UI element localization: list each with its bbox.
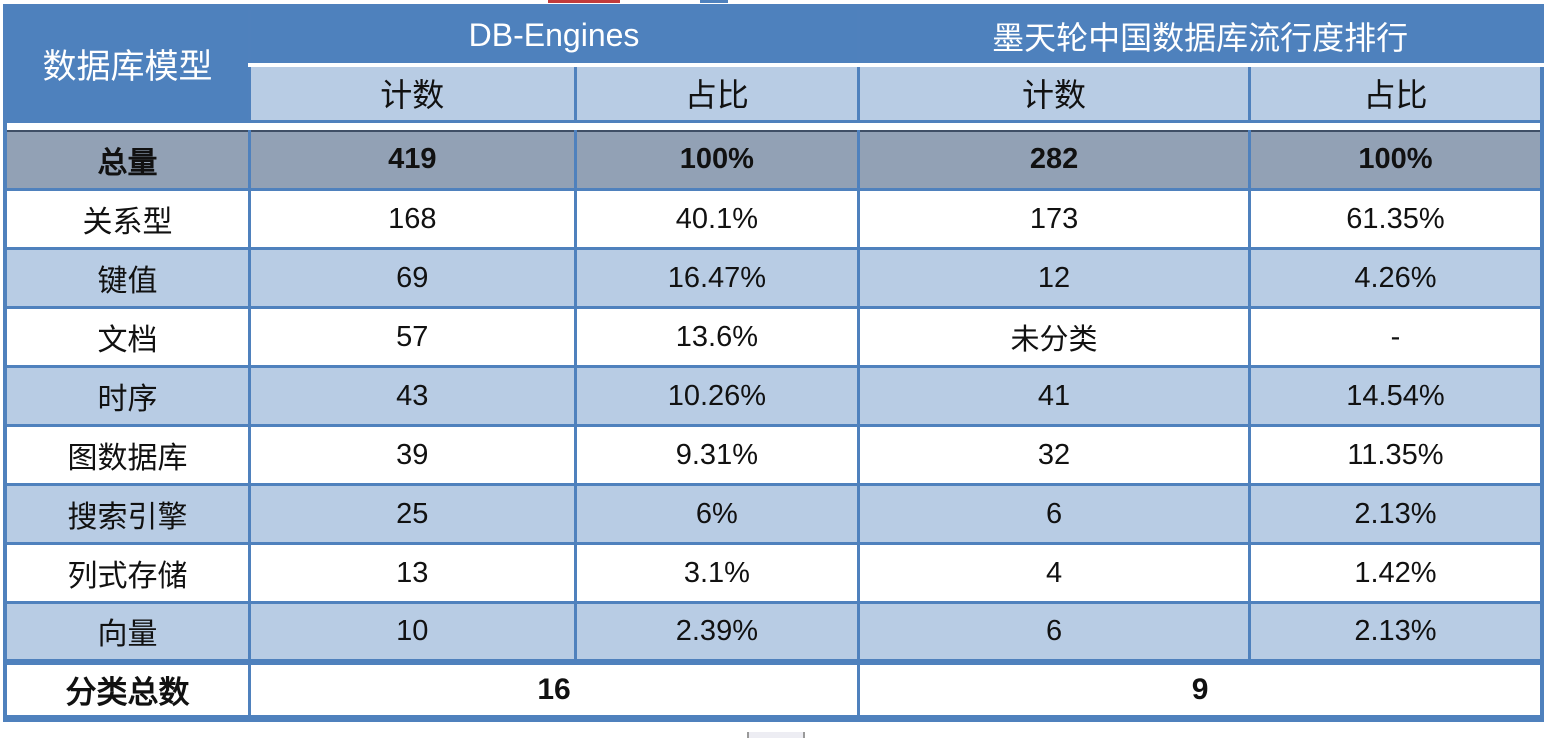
- subheader-share-motianlun: 占比: [1247, 63, 1544, 123]
- category-count-motianlun: 9: [857, 658, 1544, 720]
- header-body-gap: [5, 121, 1542, 131]
- cell-value: 9.31%: [573, 424, 861, 486]
- cell-value: 4.26%: [1247, 247, 1544, 309]
- table-row-time-series: 时序 43 10.26% 41 14.54%: [3, 365, 1544, 427]
- table-row-category-totals: 分类总数 16 9: [3, 658, 1544, 720]
- row-label: 图数据库: [3, 424, 251, 486]
- table-row-search-engine: 搜索引擎 25 6% 6 2.13%: [3, 483, 1544, 545]
- row-label: 列式存储: [3, 542, 251, 604]
- cell-value: 13.6%: [573, 306, 861, 368]
- cropped-text-fragment-red: [548, 0, 620, 3]
- corner-header-database-model: 数据库模型: [3, 4, 251, 123]
- cell-value: 282: [857, 129, 1251, 191]
- cropped-text-fragment-blue: [700, 0, 728, 3]
- table-row-document: 文档 57 13.6% 未分类 -: [3, 306, 1544, 368]
- cell-value: 6: [857, 483, 1251, 545]
- cell-value: 100%: [573, 129, 861, 191]
- cell-value: 3.1%: [573, 542, 861, 604]
- table-row-total: 总量 419 100% 282 100%: [3, 129, 1544, 191]
- database-model-comparison-table: 数据库模型 DB-Engines 墨天轮中国数据库流行度排行 计数 占比 计数 …: [3, 4, 1544, 722]
- cell-value: 10.26%: [573, 365, 861, 427]
- cell-value: 6: [857, 601, 1251, 663]
- cropped-scrollbar-fragment: [747, 732, 805, 738]
- row-label: 文档: [3, 306, 251, 368]
- cell-value: 69: [247, 247, 577, 309]
- cell-value: 40.1%: [573, 188, 861, 250]
- category-count-db-engines: 16: [247, 658, 861, 720]
- cell-value: 419: [247, 129, 577, 191]
- group-header-db-engines: DB-Engines: [247, 4, 861, 67]
- subheader-share-db-engines: 占比: [573, 63, 861, 123]
- cell-value: 14.54%: [1247, 365, 1544, 427]
- cell-value: 25: [247, 483, 577, 545]
- cell-value: 13: [247, 542, 577, 604]
- table-row-vector: 向量 10 2.39% 6 2.13%: [3, 601, 1544, 663]
- cell-value: 100%: [1247, 129, 1544, 191]
- subheader-count-db-engines: 计数: [247, 63, 577, 123]
- row-label: 键值: [3, 247, 251, 309]
- cell-value: -: [1247, 306, 1544, 368]
- row-label: 总量: [3, 129, 251, 191]
- cell-value: 61.35%: [1247, 188, 1544, 250]
- cell-value: 39: [247, 424, 577, 486]
- cell-value: 16.47%: [573, 247, 861, 309]
- table-row-wide-column: 列式存储 13 3.1% 4 1.42%: [3, 542, 1544, 604]
- cell-value: 12: [857, 247, 1251, 309]
- subheader-count-motianlun: 计数: [857, 63, 1251, 123]
- table-row-key-value: 键值 69 16.47% 12 4.26%: [3, 247, 1544, 309]
- row-label: 关系型: [3, 188, 251, 250]
- cell-value: 43: [247, 365, 577, 427]
- cell-value: 1.42%: [1247, 542, 1544, 604]
- cell-value: 6%: [573, 483, 861, 545]
- cell-value: 2.39%: [573, 601, 861, 663]
- cell-value: 未分类: [857, 306, 1251, 368]
- cell-value: 173: [857, 188, 1251, 250]
- cell-value: 11.35%: [1247, 424, 1544, 486]
- table-row-graph: 图数据库 39 9.31% 32 11.35%: [3, 424, 1544, 486]
- row-label: 向量: [3, 601, 251, 663]
- group-header-motianlun: 墨天轮中国数据库流行度排行: [857, 4, 1544, 67]
- row-label: 分类总数: [3, 658, 251, 720]
- cell-value: 10: [247, 601, 577, 663]
- cell-value: 4: [857, 542, 1251, 604]
- cell-value: 168: [247, 188, 577, 250]
- cell-value: 2.13%: [1247, 601, 1544, 663]
- cell-value: 57: [247, 306, 577, 368]
- row-label: 时序: [3, 365, 251, 427]
- cell-value: 2.13%: [1247, 483, 1544, 545]
- row-label: 搜索引擎: [3, 483, 251, 545]
- cell-value: 41: [857, 365, 1251, 427]
- table-row-relational: 关系型 168 40.1% 173 61.35%: [3, 188, 1544, 250]
- cell-value: 32: [857, 424, 1251, 486]
